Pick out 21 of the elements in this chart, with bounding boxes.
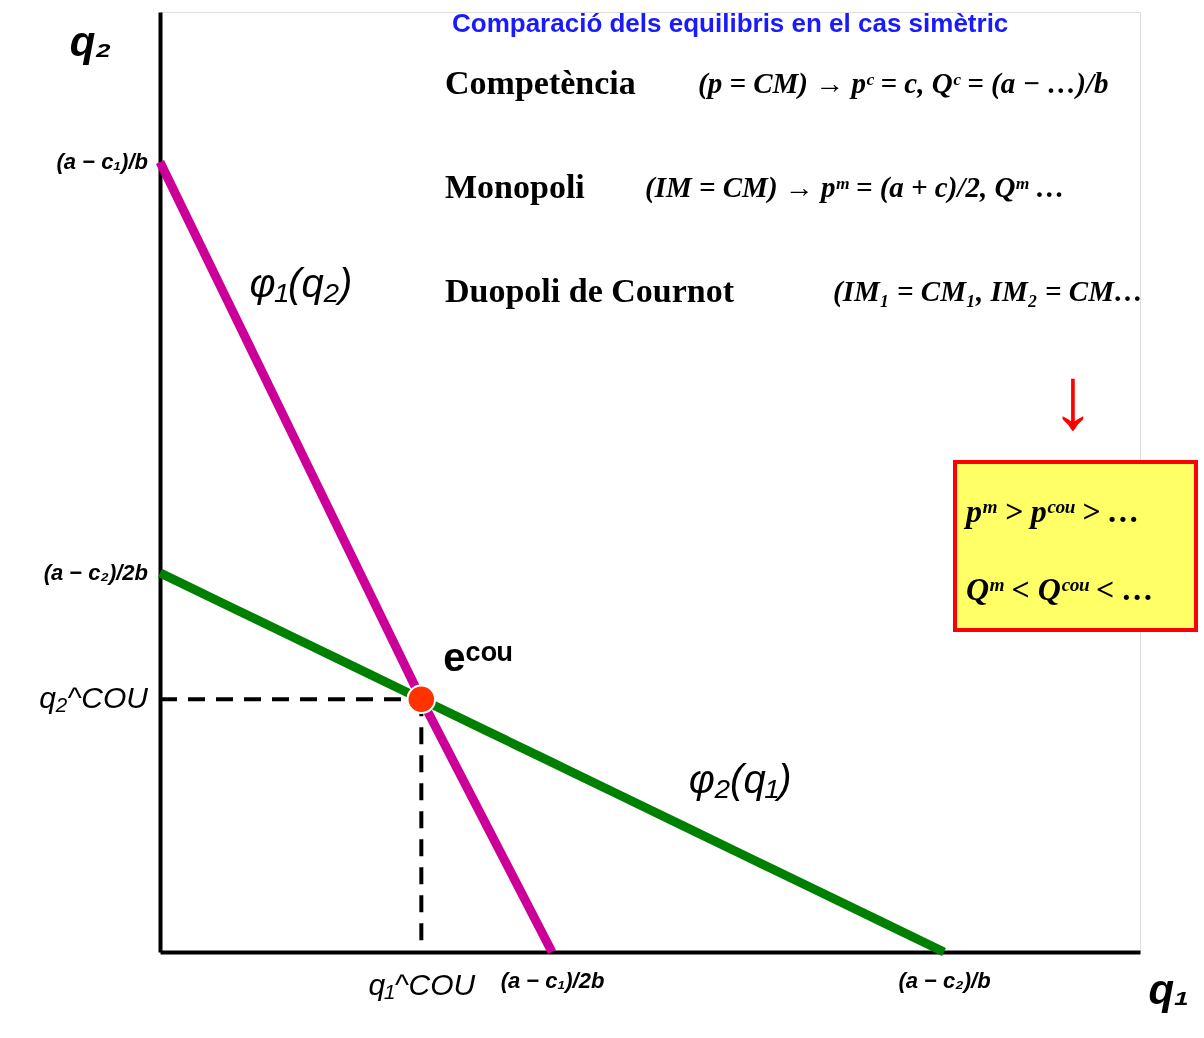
text: (a − c₂)/2b	[43, 559, 148, 585]
annotation: pᵐ > pᶜᵒᵘ > …	[963, 493, 1140, 529]
annotation: Monopoli	[445, 168, 585, 205]
series-label: φ₂(q₁)	[688, 757, 792, 802]
text: q₂^COU	[39, 681, 149, 715]
text: Competència	[445, 64, 636, 101]
x-tick-label: (a − c₁)/2b	[500, 967, 605, 993]
series-label: φ₁(q₂)	[249, 260, 353, 305]
annotation: Duopoli de Cournot	[445, 272, 735, 309]
annotation: (IM = CM) → pᵐ = (a + c)/2, Qᵐ …	[645, 171, 1065, 204]
x-tick-label: q₁^COU	[368, 967, 476, 1001]
annotation: (IM₁ = CM₁, IM₂ = CM…	[833, 275, 1143, 308]
text: (p = CM) → pᶜ = c, Qᶜ = (a − …)/b	[698, 67, 1109, 100]
x-tick-label: (a − c₂)/b	[898, 967, 991, 993]
annotation: eᶜᵒᵘ	[443, 635, 512, 680]
text: (a − c₁)/b	[56, 149, 148, 175]
chart-title: Comparació dels equilibris en el cas simètric	[452, 8, 1009, 38]
annotation: ↓	[1051, 348, 1095, 447]
x-axis-title: q₁	[1148, 965, 1189, 1013]
y-axis-title: q₂	[69, 17, 112, 65]
annotation: Qᵐ < Qᶜᵒᵘ < …	[966, 571, 1155, 607]
